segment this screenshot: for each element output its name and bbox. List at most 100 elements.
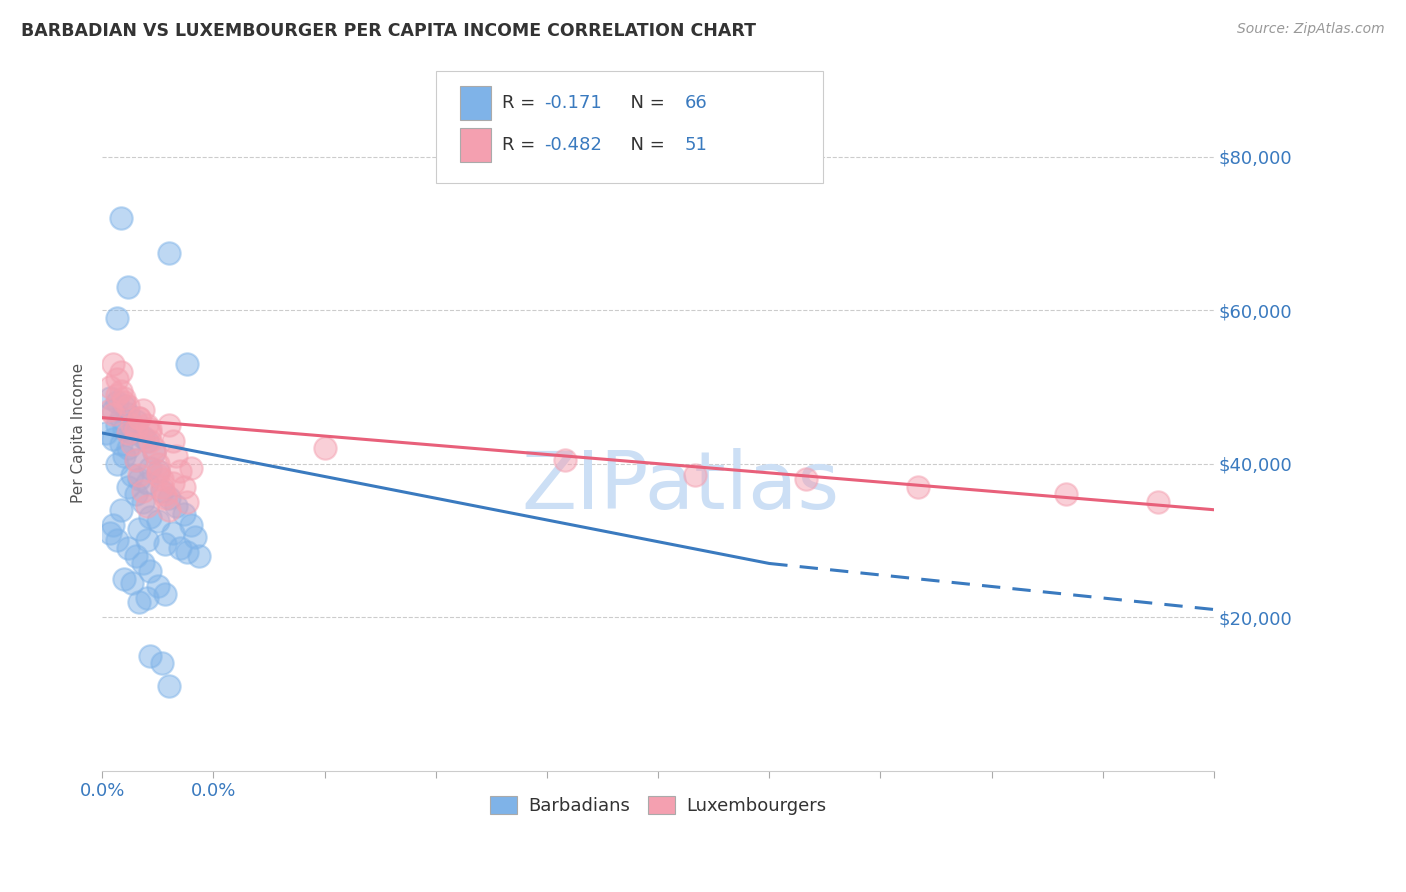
Point bbox=[105, 387, 128, 401]
Point bbox=[1147, 495, 1170, 509]
Point bbox=[121, 418, 143, 433]
Point bbox=[103, 407, 125, 421]
Point bbox=[180, 460, 202, 475]
Point bbox=[314, 442, 336, 456]
Point bbox=[135, 499, 157, 513]
Point bbox=[162, 525, 184, 540]
Point bbox=[155, 587, 177, 601]
Point bbox=[110, 502, 132, 516]
Point bbox=[117, 442, 139, 456]
Point bbox=[105, 395, 128, 409]
Point bbox=[110, 211, 132, 225]
Point bbox=[139, 425, 162, 440]
Point bbox=[169, 541, 191, 555]
Text: -0.171: -0.171 bbox=[544, 94, 602, 112]
Point bbox=[114, 392, 136, 406]
Legend: Barbadians, Luxembourgers: Barbadians, Luxembourgers bbox=[482, 789, 834, 822]
Point bbox=[117, 280, 139, 294]
Text: BARBADIAN VS LUXEMBOURGER PER CAPITA INCOME CORRELATION CHART: BARBADIAN VS LUXEMBOURGER PER CAPITA INC… bbox=[21, 22, 756, 40]
Point bbox=[105, 533, 128, 548]
Point bbox=[98, 392, 121, 406]
Point bbox=[150, 472, 173, 486]
Point bbox=[105, 457, 128, 471]
Point bbox=[110, 384, 132, 398]
Point bbox=[132, 403, 155, 417]
Point bbox=[162, 475, 184, 490]
Point bbox=[165, 449, 187, 463]
Point bbox=[139, 460, 162, 475]
Point bbox=[121, 575, 143, 590]
Point bbox=[114, 572, 136, 586]
Point bbox=[184, 530, 207, 544]
Point bbox=[157, 491, 180, 506]
Point bbox=[128, 472, 150, 486]
Point bbox=[128, 522, 150, 536]
Point bbox=[683, 468, 706, 483]
Point bbox=[1054, 487, 1077, 501]
Point bbox=[146, 514, 169, 528]
Point bbox=[103, 403, 125, 417]
Point bbox=[121, 425, 143, 440]
Point bbox=[173, 480, 195, 494]
Point bbox=[169, 464, 191, 478]
Point bbox=[117, 480, 139, 494]
Point bbox=[146, 457, 169, 471]
Point bbox=[135, 434, 157, 448]
Point bbox=[103, 518, 125, 533]
Point bbox=[124, 422, 146, 436]
Point bbox=[150, 480, 173, 494]
Point bbox=[117, 425, 139, 440]
Point bbox=[103, 357, 125, 371]
Point bbox=[124, 453, 146, 467]
Point bbox=[128, 595, 150, 609]
Text: N =: N = bbox=[619, 136, 671, 154]
Point bbox=[114, 395, 136, 409]
Point bbox=[128, 410, 150, 425]
Point bbox=[157, 418, 180, 433]
Point bbox=[110, 437, 132, 451]
Point bbox=[135, 533, 157, 548]
Point bbox=[155, 491, 177, 506]
Point bbox=[162, 434, 184, 448]
Point bbox=[143, 445, 166, 459]
Point bbox=[146, 464, 169, 478]
Point bbox=[121, 468, 143, 483]
Point bbox=[150, 657, 173, 671]
Point bbox=[143, 445, 166, 459]
Point bbox=[132, 495, 155, 509]
Text: ZIPatlas: ZIPatlas bbox=[522, 448, 839, 526]
Point bbox=[146, 579, 169, 593]
Text: R =: R = bbox=[502, 94, 541, 112]
Point bbox=[139, 422, 162, 436]
Point bbox=[157, 245, 180, 260]
Point bbox=[124, 415, 146, 429]
Point bbox=[128, 468, 150, 483]
Point bbox=[110, 410, 132, 425]
Point bbox=[132, 557, 155, 571]
Point bbox=[105, 372, 128, 386]
Point bbox=[114, 422, 136, 436]
Point bbox=[114, 449, 136, 463]
Point bbox=[176, 495, 198, 509]
Point bbox=[150, 483, 173, 498]
Point bbox=[157, 679, 180, 693]
Text: -0.482: -0.482 bbox=[544, 136, 602, 154]
Point bbox=[132, 430, 155, 444]
Point bbox=[187, 549, 209, 563]
Point bbox=[180, 518, 202, 533]
Text: N =: N = bbox=[619, 94, 671, 112]
Point bbox=[128, 410, 150, 425]
Point bbox=[124, 549, 146, 563]
Text: 66: 66 bbox=[685, 94, 707, 112]
Point bbox=[146, 468, 169, 483]
Y-axis label: Per Capita Income: Per Capita Income bbox=[72, 363, 86, 503]
Point bbox=[135, 418, 157, 433]
Point bbox=[176, 545, 198, 559]
Point bbox=[117, 399, 139, 413]
Point bbox=[165, 499, 187, 513]
Point bbox=[124, 487, 146, 501]
Point bbox=[94, 425, 117, 440]
Text: Source: ZipAtlas.com: Source: ZipAtlas.com bbox=[1237, 22, 1385, 37]
Point bbox=[98, 403, 121, 417]
Point bbox=[110, 365, 132, 379]
